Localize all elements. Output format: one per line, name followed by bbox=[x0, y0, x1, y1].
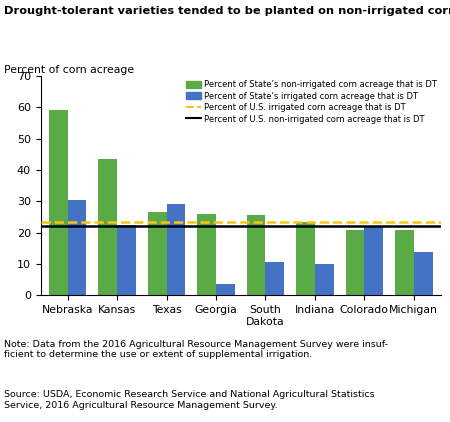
Bar bbox=[216, 284, 235, 295]
Bar bbox=[247, 216, 266, 295]
Legend: Percent of State’s non-irrigated corn acreage that is DT, Percent of State’s irr: Percent of State’s non-irrigated corn ac… bbox=[185, 80, 437, 124]
Text: Percent of corn acreage: Percent of corn acreage bbox=[4, 65, 135, 76]
Bar bbox=[296, 222, 315, 295]
Bar bbox=[68, 200, 86, 295]
Bar bbox=[148, 212, 166, 295]
Bar bbox=[266, 262, 284, 295]
Bar bbox=[346, 230, 365, 295]
Bar bbox=[117, 225, 136, 295]
Text: Source: USDA, Economic Research Service and National Agricultural Statistics
Ser: Source: USDA, Economic Research Service … bbox=[4, 390, 375, 410]
Bar bbox=[364, 227, 383, 295]
Bar bbox=[197, 214, 216, 295]
Bar bbox=[166, 205, 185, 295]
Bar bbox=[99, 159, 117, 295]
Text: Drought-tolerant varieties tended to be planted on non-irrigated corn fields: Drought-tolerant varieties tended to be … bbox=[4, 6, 450, 16]
Bar bbox=[49, 111, 68, 295]
Bar bbox=[395, 230, 414, 295]
Bar bbox=[315, 264, 334, 295]
Bar bbox=[414, 252, 432, 295]
Text: Note: Data from the 2016 Agricultural Resource Management Survey were insuf-
fic: Note: Data from the 2016 Agricultural Re… bbox=[4, 340, 388, 359]
